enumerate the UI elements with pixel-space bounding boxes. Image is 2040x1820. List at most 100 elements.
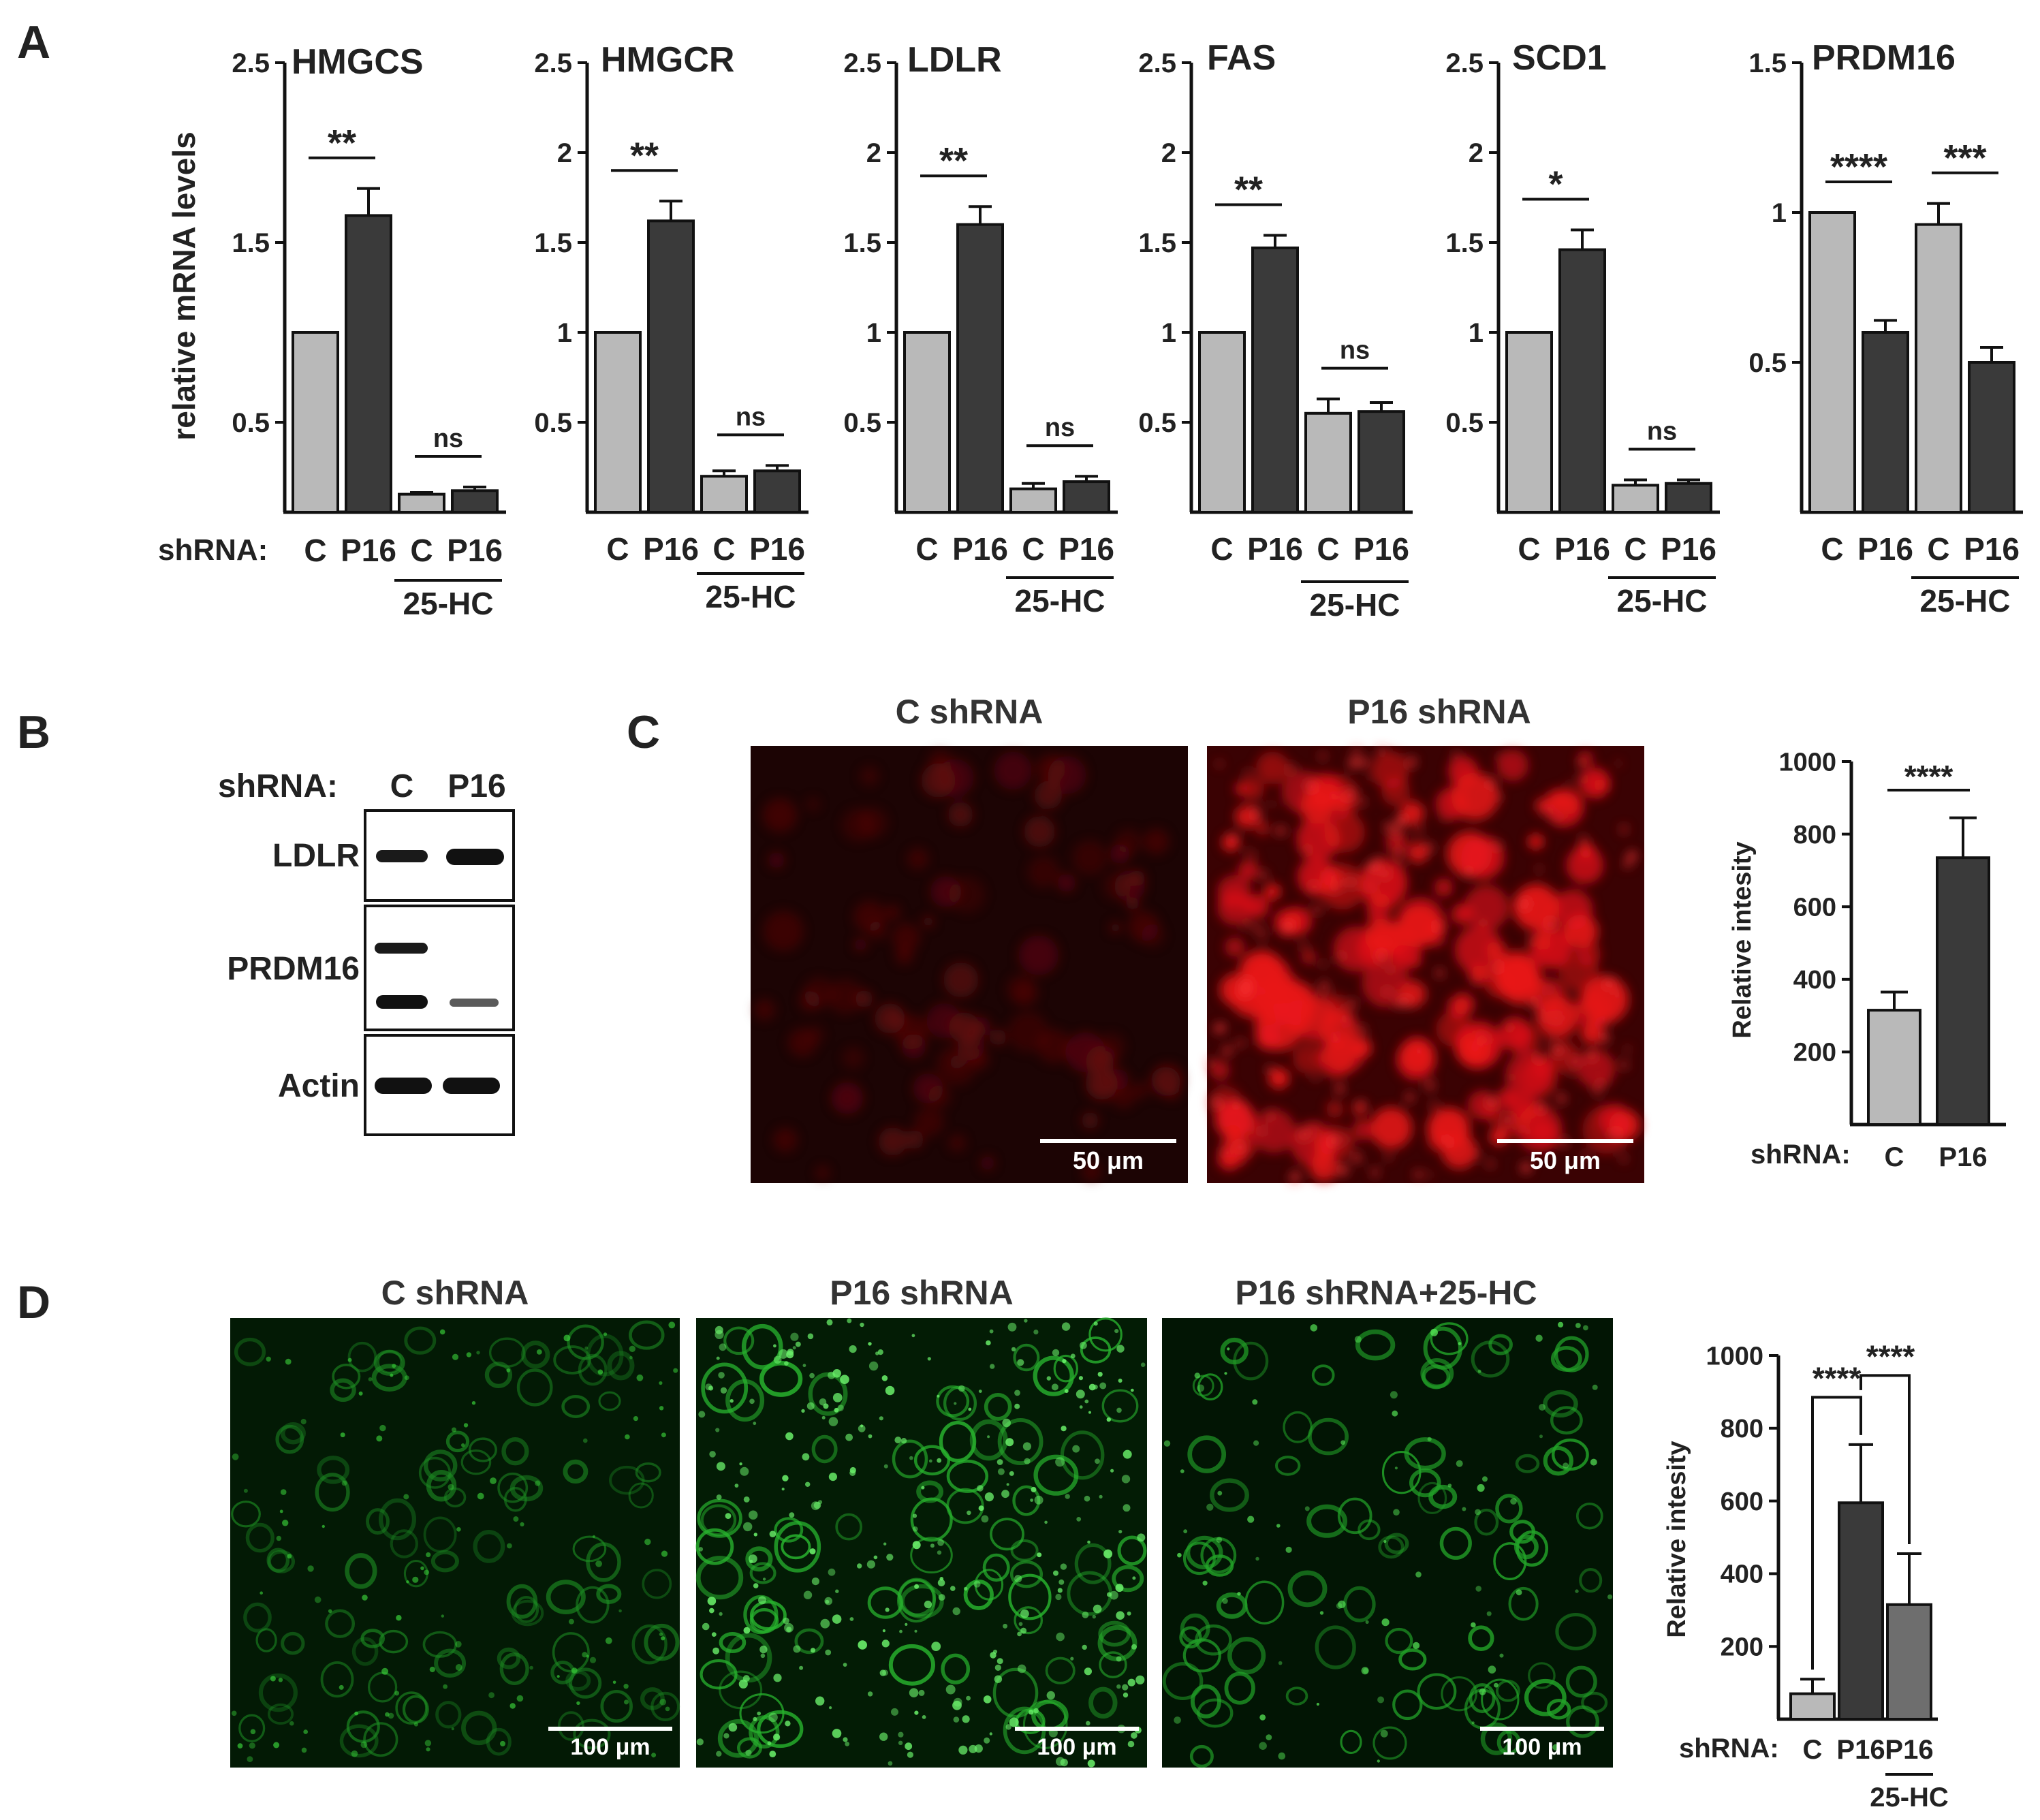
lipid-droplet	[612, 1680, 616, 1684]
micrograph-p16-shrna-signal	[1208, 747, 1641, 1183]
lipid-droplet	[1116, 1345, 1125, 1353]
chartA5-bar	[1808, 211, 1856, 514]
cell-outline	[345, 1553, 377, 1589]
lipid-droplet	[1552, 1744, 1559, 1751]
lipid-droplet	[715, 1428, 720, 1432]
lipid-droplet	[879, 1669, 887, 1676]
lipid-droplet	[1539, 1404, 1546, 1411]
cell-outline	[486, 1727, 512, 1756]
lipid-droplet	[873, 1555, 878, 1560]
band-prdm16-upper-c	[375, 943, 428, 954]
lipid-droplet	[1247, 1516, 1255, 1523]
lipid-droplet	[881, 1639, 890, 1648]
lipid-droplet	[282, 1520, 289, 1526]
fluorescence-speck	[1407, 842, 1429, 864]
lipid-droplet	[1029, 1709, 1034, 1715]
lipid-droplet	[921, 1486, 925, 1490]
fluorescence-speck	[1243, 920, 1251, 928]
lipid-droplet	[994, 1675, 1003, 1683]
lipid-droplet	[781, 1488, 785, 1491]
significance-label: **	[630, 135, 659, 176]
lipid-droplet	[950, 1586, 956, 1591]
panel-a-chart-fas: 0.5 1 1.5 2 2.5 C P16 C P16 FAS ** ns 25-HC	[1138, 38, 1413, 623]
fluorescence-speck	[1359, 758, 1368, 767]
cell-outline	[445, 1430, 470, 1453]
fluorescence-speck	[1473, 1150, 1480, 1157]
lipid-droplet	[1076, 1517, 1082, 1522]
fluorescence-speck	[1508, 1075, 1513, 1080]
panel-d-title-c-shrna: C shRNA	[381, 1274, 529, 1312]
cell-outline	[434, 1648, 467, 1678]
fluorescence-speck	[1434, 922, 1443, 931]
fluorescence-speck	[878, 1127, 907, 1156]
lipid-droplet	[247, 1756, 253, 1763]
cell-outline	[598, 1391, 621, 1411]
chartA1-bar	[647, 219, 695, 514]
lipid-droplet	[778, 1349, 788, 1359]
lipid-droplet	[1115, 1584, 1124, 1592]
cell-outline	[461, 1710, 497, 1746]
lipid-droplet	[835, 1589, 839, 1593]
lipid-droplet	[1110, 1469, 1114, 1473]
fluorescence-speck	[943, 962, 979, 998]
cell-outline	[379, 1629, 409, 1654]
cell-outline	[774, 1517, 804, 1543]
lipid-droplet	[276, 1535, 281, 1541]
lipid-droplet	[1005, 1724, 1011, 1730]
lipid-droplet	[698, 1411, 706, 1418]
cell-outline	[749, 1607, 779, 1634]
lipid-droplet	[966, 1695, 971, 1701]
fluorescence-speck	[1319, 753, 1326, 760]
lipid-droplet	[1103, 1549, 1113, 1558]
fluorescence-speck	[895, 946, 913, 964]
lipid-droplet	[665, 1706, 670, 1712]
lipid-droplet	[858, 1640, 867, 1650]
lipid-droplet	[595, 1560, 602, 1567]
lipid-droplet	[782, 1475, 789, 1481]
lipid-droplet	[584, 1346, 589, 1350]
fluorescence-speck	[1535, 798, 1551, 813]
cell-outline	[969, 1419, 1008, 1461]
lipid-droplet	[231, 1710, 237, 1716]
lipid-droplet	[1079, 1405, 1083, 1409]
cell-outline	[1179, 1626, 1202, 1649]
cell-outline	[1385, 1627, 1413, 1654]
lipid-droplet	[749, 1510, 758, 1520]
fluorescence-speck	[957, 1033, 984, 1061]
lipid-droplet	[885, 1607, 890, 1612]
lipid-droplet	[1217, 1490, 1223, 1496]
fluorescence-speck	[1385, 823, 1393, 832]
lipid-droplet	[563, 1334, 571, 1342]
chartA0-bar	[345, 214, 392, 514]
lipid-droplet	[1030, 1499, 1033, 1502]
lipid-droplet	[997, 1459, 1003, 1465]
lipid-droplet	[792, 1346, 796, 1350]
scale-bar-label-p16-shrna: 50 μm	[1530, 1146, 1601, 1174]
fluorescence-speck	[948, 1134, 966, 1152]
chartA4-bar	[1665, 482, 1712, 514]
lipid-droplet	[900, 1438, 907, 1444]
lipid-droplet	[1183, 1529, 1188, 1534]
cell-outline	[835, 1513, 863, 1541]
cell-outline	[888, 1644, 936, 1686]
cell-outline	[231, 1501, 261, 1528]
fluorescence-speck	[1535, 934, 1552, 951]
panel-d-title-p16-shrna: P16 shRNA	[830, 1274, 1014, 1312]
lipid-droplet	[1003, 1623, 1008, 1629]
panel-a-chart-title: SCD1	[1512, 38, 1607, 78]
scale-bar-label-c-shrna: 50 μm	[1073, 1146, 1144, 1174]
significance-label: **	[1234, 169, 1263, 210]
chartC-bar	[1867, 1009, 1921, 1126]
lipid-droplet	[406, 1580, 409, 1584]
lipid-droplet	[351, 1750, 358, 1757]
lipid-droplet	[832, 1614, 842, 1624]
fluorescence-speck	[1528, 937, 1535, 943]
lipid-droplet	[341, 1480, 347, 1486]
lipid-droplet	[922, 1715, 926, 1719]
panel-a-chart-hmgcr: 0.5 1 1.5 2 2.5 C P16 C P16 HMGCR ** ns 25-HC	[534, 40, 809, 614]
panel-c-title-p16-shrna: P16 shRNA	[1347, 693, 1531, 731]
lipid-droplet	[1014, 1575, 1022, 1583]
fluorescence-speck	[1321, 962, 1326, 967]
cell-outline	[916, 1480, 944, 1503]
